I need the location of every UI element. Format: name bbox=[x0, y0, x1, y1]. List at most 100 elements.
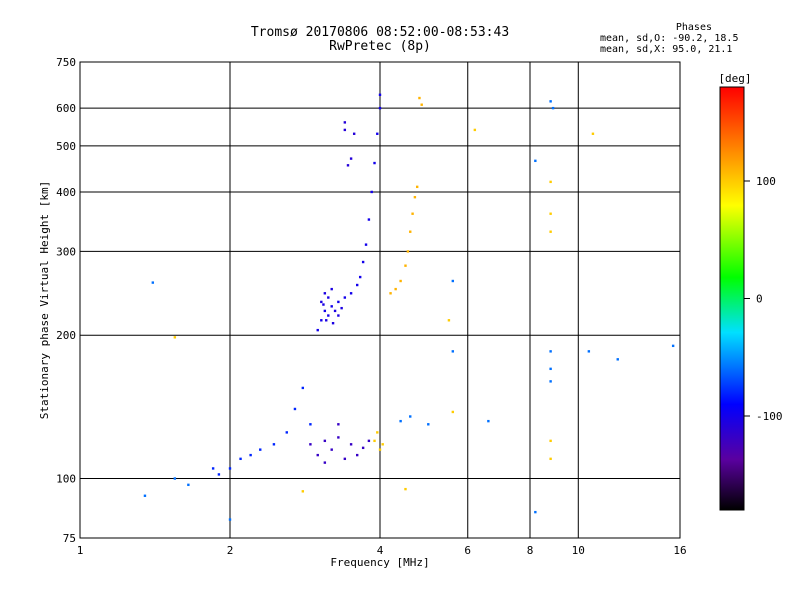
x-tick-label: 10 bbox=[572, 544, 585, 557]
data-point bbox=[327, 296, 330, 299]
data-point bbox=[427, 423, 430, 426]
data-point bbox=[272, 443, 276, 446]
data-point bbox=[549, 100, 552, 103]
data-point bbox=[301, 490, 305, 493]
data-point bbox=[327, 314, 330, 317]
data-point bbox=[343, 457, 347, 461]
data-point bbox=[333, 309, 337, 313]
data-point bbox=[549, 212, 552, 215]
data-point bbox=[361, 260, 365, 264]
colorbar-tick-label: -100 bbox=[756, 410, 783, 423]
colorbar-ticks: 100 0 -100 bbox=[744, 175, 783, 423]
data-point bbox=[399, 279, 402, 283]
data-point bbox=[447, 319, 451, 322]
data-point bbox=[376, 431, 379, 434]
data-point bbox=[378, 106, 382, 110]
data-point bbox=[370, 190, 373, 194]
data-point bbox=[549, 367, 552, 371]
data-point bbox=[331, 321, 335, 325]
data-point bbox=[349, 443, 353, 446]
y-tick-label: 600 bbox=[56, 102, 76, 115]
data-point bbox=[323, 292, 327, 295]
colorbar bbox=[719, 86, 745, 511]
data-point bbox=[337, 300, 340, 304]
y-tick-label: 300 bbox=[56, 245, 76, 258]
y-tick-label: 75 bbox=[63, 532, 76, 545]
data-point bbox=[228, 467, 232, 470]
data-point bbox=[340, 306, 343, 310]
data-point bbox=[239, 457, 242, 461]
data-point bbox=[330, 305, 333, 308]
data-point bbox=[325, 319, 328, 322]
colorbar-label: [deg] bbox=[718, 72, 751, 85]
data-point bbox=[549, 350, 552, 353]
data-point bbox=[343, 296, 347, 299]
data-point bbox=[487, 419, 490, 423]
x-tick-label: 1 bbox=[77, 544, 84, 557]
data-point bbox=[355, 453, 359, 457]
data-point bbox=[361, 446, 365, 450]
data-point bbox=[411, 212, 414, 215]
grid-lines bbox=[80, 62, 680, 538]
data-point bbox=[671, 344, 675, 348]
data-point bbox=[349, 157, 353, 160]
data-point bbox=[587, 350, 591, 353]
data-point bbox=[616, 358, 619, 361]
data-point bbox=[323, 309, 327, 313]
chart-subtitle: RwPretec (8p) bbox=[329, 39, 431, 54]
x-tick-label: 8 bbox=[527, 544, 534, 557]
data-point bbox=[420, 103, 423, 106]
y-tick-label: 500 bbox=[56, 140, 76, 153]
data-point bbox=[551, 106, 555, 110]
plot-frame bbox=[79, 61, 681, 539]
colorbar-tick-label: 100 bbox=[756, 175, 776, 188]
x-tick-label: 4 bbox=[377, 544, 384, 557]
data-point bbox=[343, 128, 347, 132]
data-point bbox=[549, 457, 552, 461]
data-point bbox=[259, 448, 262, 451]
colorbar-tick-label: 0 bbox=[756, 293, 763, 306]
data-point bbox=[373, 161, 376, 165]
data-point bbox=[217, 473, 221, 476]
data-point bbox=[364, 243, 368, 246]
data-point bbox=[373, 439, 376, 443]
phase-stats-header: Phases bbox=[675, 22, 712, 33]
data-point bbox=[320, 300, 323, 304]
data-point bbox=[173, 477, 177, 480]
data-point bbox=[355, 283, 359, 287]
data-point bbox=[451, 410, 455, 414]
phase-stats-o: mean, sd,O: -90.2, 18.5 bbox=[600, 33, 739, 44]
data-point bbox=[473, 128, 477, 132]
data-point bbox=[418, 96, 421, 100]
x-tick-label: 6 bbox=[464, 544, 471, 557]
data-point bbox=[352, 132, 356, 135]
y-tick-label: 200 bbox=[56, 329, 76, 342]
data-point bbox=[337, 436, 340, 439]
x-tick-label: 16 bbox=[673, 544, 686, 557]
data-point bbox=[376, 132, 379, 135]
data-point bbox=[337, 423, 340, 426]
data-point bbox=[143, 494, 147, 497]
data-point bbox=[415, 185, 419, 189]
data-point bbox=[378, 448, 382, 451]
data-point bbox=[549, 180, 552, 184]
data-point bbox=[309, 443, 312, 446]
data-point bbox=[534, 159, 537, 163]
data-point bbox=[285, 431, 288, 434]
data-point bbox=[343, 121, 347, 124]
data-point bbox=[549, 439, 552, 443]
y-tick-label: 400 bbox=[56, 186, 76, 199]
data-point bbox=[358, 275, 362, 279]
data-point bbox=[187, 483, 190, 487]
y-axis-label: Stationary phase Virtual Height [km] bbox=[38, 181, 51, 419]
data-point bbox=[404, 264, 407, 267]
x-tick-labels: 1 2 4 6 8 10 16 bbox=[77, 544, 687, 557]
data-point bbox=[406, 250, 410, 253]
data-point bbox=[409, 415, 412, 418]
data-point bbox=[173, 336, 177, 339]
data-point bbox=[322, 303, 325, 306]
phase-stats-x: mean, sd,X: 95.0, 21.1 bbox=[600, 44, 733, 55]
y-tick-label: 750 bbox=[56, 56, 76, 69]
data-point bbox=[451, 279, 455, 283]
